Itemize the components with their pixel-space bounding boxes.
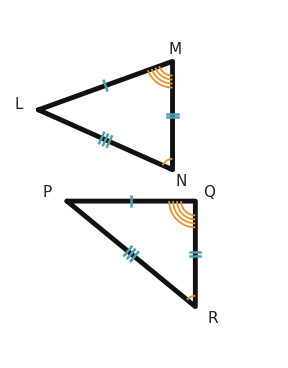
Text: M: M	[169, 42, 182, 57]
Text: N: N	[175, 174, 187, 189]
Text: L: L	[14, 97, 23, 112]
Text: R: R	[207, 311, 218, 326]
Text: Q: Q	[204, 185, 216, 200]
Text: P: P	[42, 185, 52, 200]
